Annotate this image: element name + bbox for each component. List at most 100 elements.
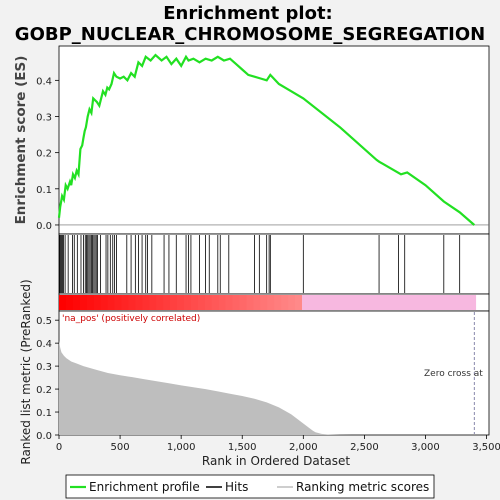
heat-cell — [100, 295, 109, 310]
heat-cell — [385, 295, 393, 310]
x-tick-label: 2,000 — [289, 442, 318, 453]
heat-cell — [447, 295, 456, 310]
es-panel — [58, 45, 490, 235]
heat-cell — [72, 295, 81, 310]
heat-cell — [114, 295, 122, 310]
heat-cell — [399, 295, 407, 310]
heat-cell — [371, 295, 379, 310]
zero-cross-label: Zero cross at — [424, 369, 483, 379]
heat-cell — [301, 295, 310, 310]
heat-cell — [156, 295, 164, 310]
legend-metric-label: Ranking metric scores — [296, 480, 429, 494]
es-y-tick-label: 0.1 — [36, 185, 52, 196]
heat-cell — [315, 295, 324, 310]
heat-cell — [65, 295, 74, 310]
x-axis-label: Rank in Ordered Dataset — [202, 454, 350, 468]
heat-cell — [246, 295, 254, 310]
x-tick-label: 0 — [56, 442, 62, 453]
heat-cell — [218, 295, 227, 310]
hit-markers — [59, 235, 461, 293]
heat-cell — [190, 295, 199, 310]
heat-cell — [433, 295, 442, 310]
x-tick-label: 500 — [111, 442, 130, 453]
hits-panel — [58, 233, 490, 295]
es-y-tick-label: 0.4 — [36, 76, 52, 87]
es-y-tick-label: 0.3 — [36, 113, 52, 124]
heat-cell — [93, 295, 102, 310]
heat-cell — [239, 295, 247, 310]
heat-cell — [225, 295, 234, 310]
heat-cell — [378, 295, 386, 310]
heat-cell — [177, 295, 185, 310]
heat-cell — [461, 295, 470, 310]
metric-y-tick-label: 0.0 — [36, 431, 52, 442]
heat-cell — [281, 295, 289, 310]
heat-cell — [406, 295, 414, 310]
heat-cell — [468, 295, 477, 310]
heat-cell — [86, 295, 95, 310]
heat-cell — [413, 295, 421, 310]
plot-title-line2: GOBP_NUCLEAR_CHROMOSOME_SEGREGATION — [15, 24, 485, 45]
es-y-axis: 0.0 0.1 0.2 0.3 0.4 — [36, 76, 59, 232]
heat-cell — [204, 295, 213, 310]
heat-cell — [128, 295, 136, 310]
enrichment-profile-line — [57, 53, 476, 226]
heat-cell — [163, 295, 171, 310]
heat-cell — [329, 295, 338, 310]
x-tick-label: 2,500 — [350, 442, 379, 453]
es-y-tick-label: 0.0 — [36, 221, 52, 232]
rank-heatmap-cells — [59, 295, 477, 310]
heat-cell — [288, 295, 296, 310]
heat-cell — [211, 295, 220, 310]
x-tick-label: 3,000 — [411, 442, 440, 453]
metric-y-tick-label: 0.2 — [36, 385, 52, 396]
heat-cell — [267, 295, 275, 310]
x-tick-label: 3,500 — [472, 442, 500, 453]
heat-cell — [364, 295, 372, 310]
heat-cell — [322, 295, 331, 310]
x-tick-label: 1,000 — [167, 442, 196, 453]
plot-title-line1: Enrichment plot: — [163, 3, 333, 24]
heat-cell — [142, 295, 150, 310]
heat-cell — [440, 295, 449, 310]
heat-cell — [79, 295, 88, 310]
heat-cell — [295, 295, 303, 310]
metric-y-tick-label: 0.4 — [36, 339, 52, 350]
heat-cell — [232, 295, 241, 310]
metric-y-tick-label: 0.3 — [36, 362, 52, 373]
heat-cell — [392, 295, 400, 310]
metric-y-label: Ranked list metric (PreRanked) — [19, 279, 33, 464]
ranking-metric-area — [59, 340, 476, 435]
es-y-label: Enrichment score (ES) — [13, 56, 29, 225]
x-axis: 0 500 1,000 1,500 2,000 2,500 3,000 3,500 — [56, 435, 500, 453]
heat-cell — [183, 295, 192, 310]
heat-cell — [260, 295, 268, 310]
heat-cell — [121, 295, 129, 310]
metric-y-tick-label: 0.5 — [36, 316, 52, 327]
heat-cell — [336, 295, 345, 310]
positive-correlation-label: 'na_pos' (positively correlated) — [62, 314, 200, 324]
heat-cell — [59, 295, 67, 310]
heat-cell — [357, 295, 365, 310]
es-y-tick-label: 0.2 — [36, 149, 52, 160]
heat-cell — [308, 295, 317, 310]
legend-box — [65, 474, 435, 499]
heat-cell — [135, 295, 143, 310]
heat-cell — [107, 295, 116, 310]
heat-cell — [197, 295, 206, 310]
legend-enrichment-label: Enrichment profile — [89, 480, 200, 494]
heat-cell — [274, 295, 282, 310]
x-tick-label: 1,500 — [228, 442, 257, 453]
heat-cell — [343, 295, 352, 310]
heat-cell — [420, 295, 428, 310]
heat-cell — [426, 295, 435, 310]
heat-cell — [149, 295, 157, 310]
heat-cell — [350, 295, 359, 310]
metric-y-axis: 0.0 0.1 0.2 0.3 0.4 0.5 — [36, 316, 59, 442]
heat-cell — [454, 295, 463, 310]
legend-hits-label: Hits — [225, 480, 248, 494]
heat-cell — [170, 295, 178, 310]
heat-cell — [253, 295, 261, 310]
metric-y-tick-label: 0.1 — [36, 408, 52, 419]
